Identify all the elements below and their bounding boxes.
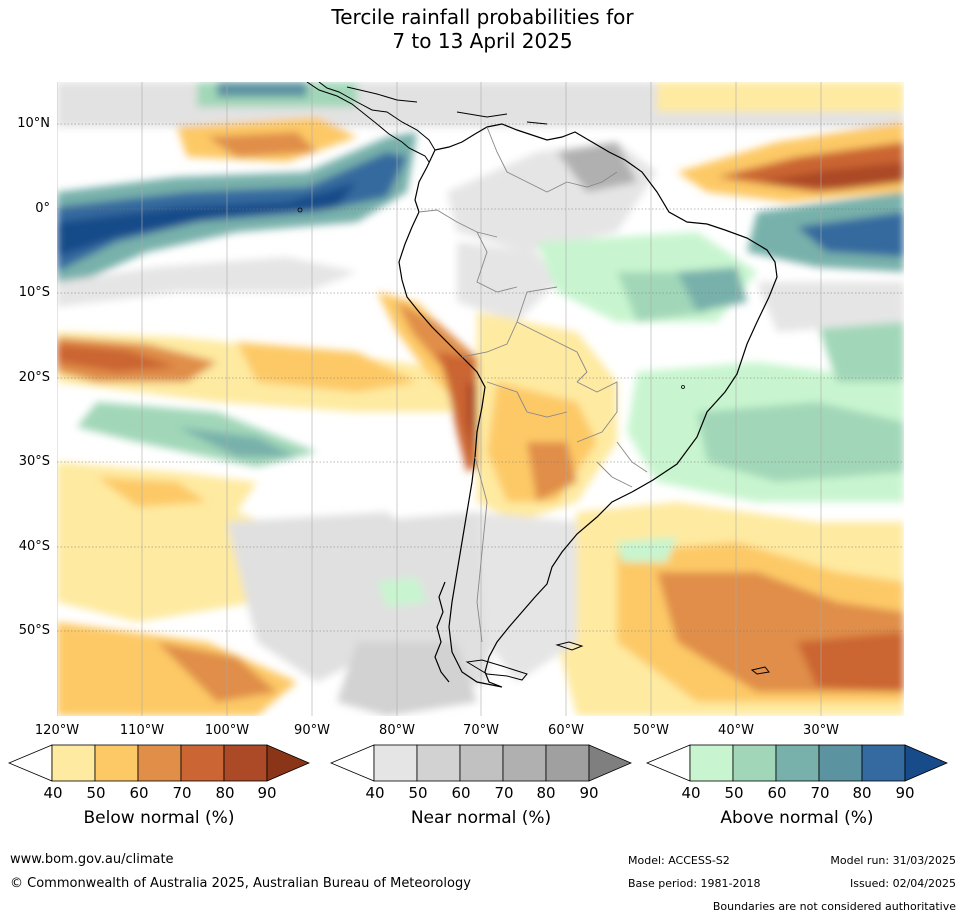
lon-label-90w: 90°W [294, 723, 330, 738]
below-tick-90: 90 [257, 784, 277, 802]
near-tick-60: 60 [451, 784, 471, 802]
below-colorbar-box [51, 744, 96, 782]
probability-shading [57, 82, 904, 716]
above-tick-40: 40 [681, 784, 701, 802]
above-normal-title: Above normal (%) [720, 808, 874, 828]
below-colorbar-box [180, 744, 225, 782]
near-tick-80: 80 [536, 784, 556, 802]
above-tick-60: 60 [767, 784, 787, 802]
issued-date: Issued: 02/04/2025 [849, 877, 956, 890]
country-borders [418, 126, 648, 643]
below-colorbar-box [223, 744, 268, 782]
falklands-outline [555, 641, 584, 651]
near-tick-70: 70 [494, 784, 514, 802]
lat-label-0: 0° [35, 201, 50, 216]
lat-label-50s: 50°S [18, 623, 50, 638]
below-colorbar-under-triangle [8, 744, 53, 782]
near-tick-90: 90 [579, 784, 599, 802]
below-normal-title: Below normal (%) [83, 808, 235, 828]
near-tick-50: 50 [408, 784, 428, 802]
above-colorbar-box [775, 744, 820, 782]
lon-label-70w: 70°W [463, 723, 499, 738]
model-run-date: Model run: 31/03/2025 [830, 854, 956, 867]
lon-label-100w: 100°W [204, 723, 250, 738]
lon-label-110w: 110°W [119, 723, 165, 738]
above-tick-80: 80 [852, 784, 872, 802]
lat-label-40s: 40°S [18, 539, 50, 554]
near-normal-title: Near normal (%) [410, 808, 552, 828]
boundaries-disclaimer: Boundaries are not considered authoritat… [712, 900, 956, 913]
probability-map [57, 82, 904, 716]
near-colorbar-box [416, 744, 461, 782]
lat-label-10s: 10°S [18, 285, 50, 300]
colorbar-below-normal [8, 744, 310, 782]
caribbean-islands-outline [346, 86, 548, 125]
lon-label-40w: 40°W [718, 723, 754, 738]
above-tick-50: 50 [724, 784, 744, 802]
colorbar-near-normal [330, 744, 632, 782]
above-colorbar-box [732, 744, 777, 782]
lat-label-10n: 10°N [17, 116, 50, 131]
lat-label-30s: 30°S [18, 454, 50, 469]
near-colorbar-under-triangle [330, 744, 375, 782]
south-america-outline [398, 123, 778, 688]
model-name: Model: ACCESS-S2 [628, 854, 730, 867]
colorbar-above-normal [646, 744, 948, 782]
lon-label-30w: 30°W [803, 723, 839, 738]
near-colorbar-box [502, 744, 547, 782]
near-colorbar-box [459, 744, 504, 782]
near-tick-40: 40 [365, 784, 385, 802]
above-colorbar-box [861, 744, 906, 782]
below-colorbar-box [137, 744, 182, 782]
tierra-del-fuego-outline [465, 659, 528, 681]
lon-label-80w: 80°W [379, 723, 415, 738]
above-colorbar-box [689, 744, 734, 782]
near-colorbar-box [545, 744, 590, 782]
near-colorbar-over-triangle [588, 744, 632, 782]
central-america-outline [306, 82, 436, 163]
above-colorbar-over-triangle [904, 744, 948, 782]
above-tick-90: 90 [895, 784, 915, 802]
below-colorbar-box [94, 744, 139, 782]
lon-label-120w: 120°W [34, 723, 80, 738]
above-colorbar-box [818, 744, 863, 782]
below-tick-80: 80 [215, 784, 235, 802]
lat-label-20s: 20°S [18, 370, 50, 385]
above-colorbar-under-triangle [646, 744, 691, 782]
below-tick-70: 70 [172, 784, 192, 802]
website-link[interactable]: www.bom.gov.au/climate [10, 852, 174, 867]
copyright-text: © Commonwealth of Australia 2025, Austra… [10, 876, 471, 891]
map-title-line-1: Tercile rainfall probabilities for [331, 5, 634, 29]
below-colorbar-over-triangle [266, 744, 310, 782]
above-tick-70: 70 [810, 784, 830, 802]
map-title-line-2: 7 to 13 April 2025 [392, 29, 573, 53]
lon-label-50w: 50°W [633, 723, 669, 738]
below-tick-60: 60 [129, 784, 149, 802]
near-colorbar-box [373, 744, 418, 782]
lon-label-60w: 60°W [548, 723, 584, 738]
below-tick-40: 40 [43, 784, 63, 802]
below-tick-50: 50 [86, 784, 106, 802]
base-period: Base period: 1981-2018 [628, 877, 761, 890]
